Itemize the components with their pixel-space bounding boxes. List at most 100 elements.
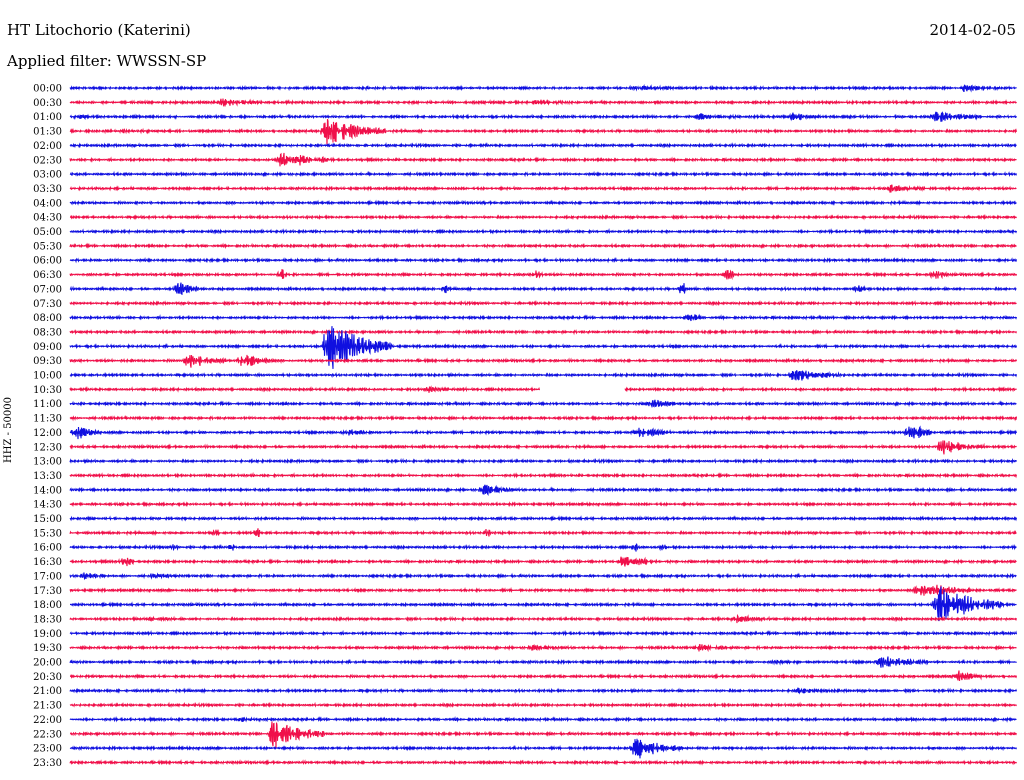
trace-line (69, 656, 1017, 668)
trace-line (69, 118, 1018, 147)
trace-line (69, 759, 1017, 766)
time-tick-label: 09:30 (33, 356, 62, 367)
time-tick-label: 23:00 (33, 744, 62, 755)
time-tick-label: 07:00 (33, 284, 62, 295)
time-tick-label: 20:30 (33, 672, 62, 683)
trace-line (69, 184, 1017, 193)
time-tick-label: 20:00 (33, 658, 62, 669)
trace-line (69, 213, 1017, 221)
trace-line (69, 199, 1017, 207)
time-tick-label: 14:30 (33, 500, 62, 511)
trace-line (69, 484, 1018, 496)
trace-line (69, 425, 1018, 440)
trace-line (69, 543, 1017, 552)
time-tick-label: 15:30 (33, 528, 62, 539)
time-tick-label: 09:00 (33, 342, 62, 353)
trace-line (69, 457, 1017, 465)
trace-line (69, 269, 1018, 281)
trace-line (69, 721, 1017, 748)
time-tick-label: 17:00 (33, 571, 62, 582)
trace-line (69, 228, 1018, 235)
trace-line (69, 471, 1018, 479)
time-tick-label: 16:30 (33, 557, 62, 568)
time-tick-label: 00:00 (33, 84, 62, 95)
time-tick-label: 23:30 (33, 758, 62, 769)
time-tick-label: 02:00 (33, 141, 62, 152)
trace-line (69, 256, 1018, 264)
trace-line (69, 282, 1017, 296)
time-tick-label: 18:30 (33, 614, 62, 625)
time-tick-label: 06:30 (33, 270, 62, 281)
time-tick-label: 16:00 (33, 543, 62, 554)
time-tick-label: 01:00 (33, 112, 62, 123)
trace-line (69, 98, 1017, 108)
time-tick-label: 13:30 (33, 471, 62, 482)
trace-line (69, 715, 1017, 723)
time-tick-label: 02:30 (33, 155, 62, 166)
time-tick-label: 15:00 (33, 514, 62, 525)
trace-line (69, 584, 1017, 596)
time-tick-label: 03:30 (33, 184, 62, 195)
trace-line (69, 152, 1017, 167)
trace-line (69, 701, 1017, 709)
trace-line (69, 370, 1018, 381)
trace-line (69, 687, 1018, 695)
trace-line (69, 515, 1018, 522)
time-tick-label: 04:00 (33, 198, 62, 209)
time-tick-label: 03:00 (33, 170, 62, 181)
time-tick-label: 11:00 (33, 399, 62, 410)
time-tick-label: 18:00 (33, 600, 62, 611)
trace-line (69, 738, 1018, 759)
trace-line (69, 142, 1017, 149)
trace-line (69, 572, 1017, 581)
time-tick-label: 05:00 (33, 227, 62, 238)
time-tick-label: 19:30 (33, 643, 62, 654)
trace-line (69, 328, 1018, 336)
trace-line (69, 500, 1017, 508)
time-tick-label: 08:30 (33, 327, 62, 338)
time-tick-label: 04:30 (33, 213, 62, 224)
trace-line (69, 385, 1017, 393)
station-title: HT Litochorio (Katerini) (7, 21, 191, 39)
time-tick-label: 01:30 (33, 127, 62, 138)
trace-line (70, 586, 1017, 622)
trace-line (69, 414, 1018, 422)
time-tick-label: 21:30 (33, 701, 62, 712)
trace-line (69, 313, 1018, 322)
time-tick-label: 10:00 (33, 371, 62, 382)
time-tick-label: 11:30 (33, 414, 62, 425)
time-tick-label: 10:30 (33, 385, 62, 396)
trace-line (69, 242, 1017, 250)
trace-line (69, 670, 1018, 682)
time-tick-label: 22:30 (33, 729, 62, 740)
date-label: 2014-02-05 (929, 21, 1016, 39)
time-tick-label: 17:30 (33, 586, 62, 597)
trace-line (69, 629, 1018, 637)
time-tick-label: 00:30 (33, 98, 62, 109)
time-tick-label: 06:00 (33, 256, 62, 267)
trace-line (69, 111, 1017, 122)
filter-label: Applied filter: WWSSN-SP (7, 52, 207, 70)
trace-line (69, 528, 1017, 538)
time-tick-label: 19:00 (33, 629, 62, 640)
time-tick-label: 05:30 (33, 241, 62, 252)
trace-line (69, 440, 1017, 455)
trace-line (69, 170, 1018, 178)
time-tick-label: 21:00 (33, 686, 62, 697)
trace-line (69, 354, 1018, 368)
trace-line (69, 556, 1017, 567)
time-tick-label: 14:00 (33, 485, 62, 496)
trace-line (69, 84, 1017, 93)
time-tick-label: 07:30 (33, 299, 62, 310)
time-tick-label: 13:00 (33, 457, 62, 468)
time-tick-label: 22:00 (33, 715, 62, 726)
trace-line (69, 299, 1017, 307)
trace-line (69, 399, 1017, 408)
time-tick-label: 08:00 (33, 313, 62, 324)
trace-line (69, 644, 1017, 653)
trace-line (69, 326, 1018, 369)
time-tick-label: 12:00 (33, 428, 62, 439)
time-tick-label: 12:30 (33, 442, 62, 453)
trace-line (69, 613, 1018, 624)
